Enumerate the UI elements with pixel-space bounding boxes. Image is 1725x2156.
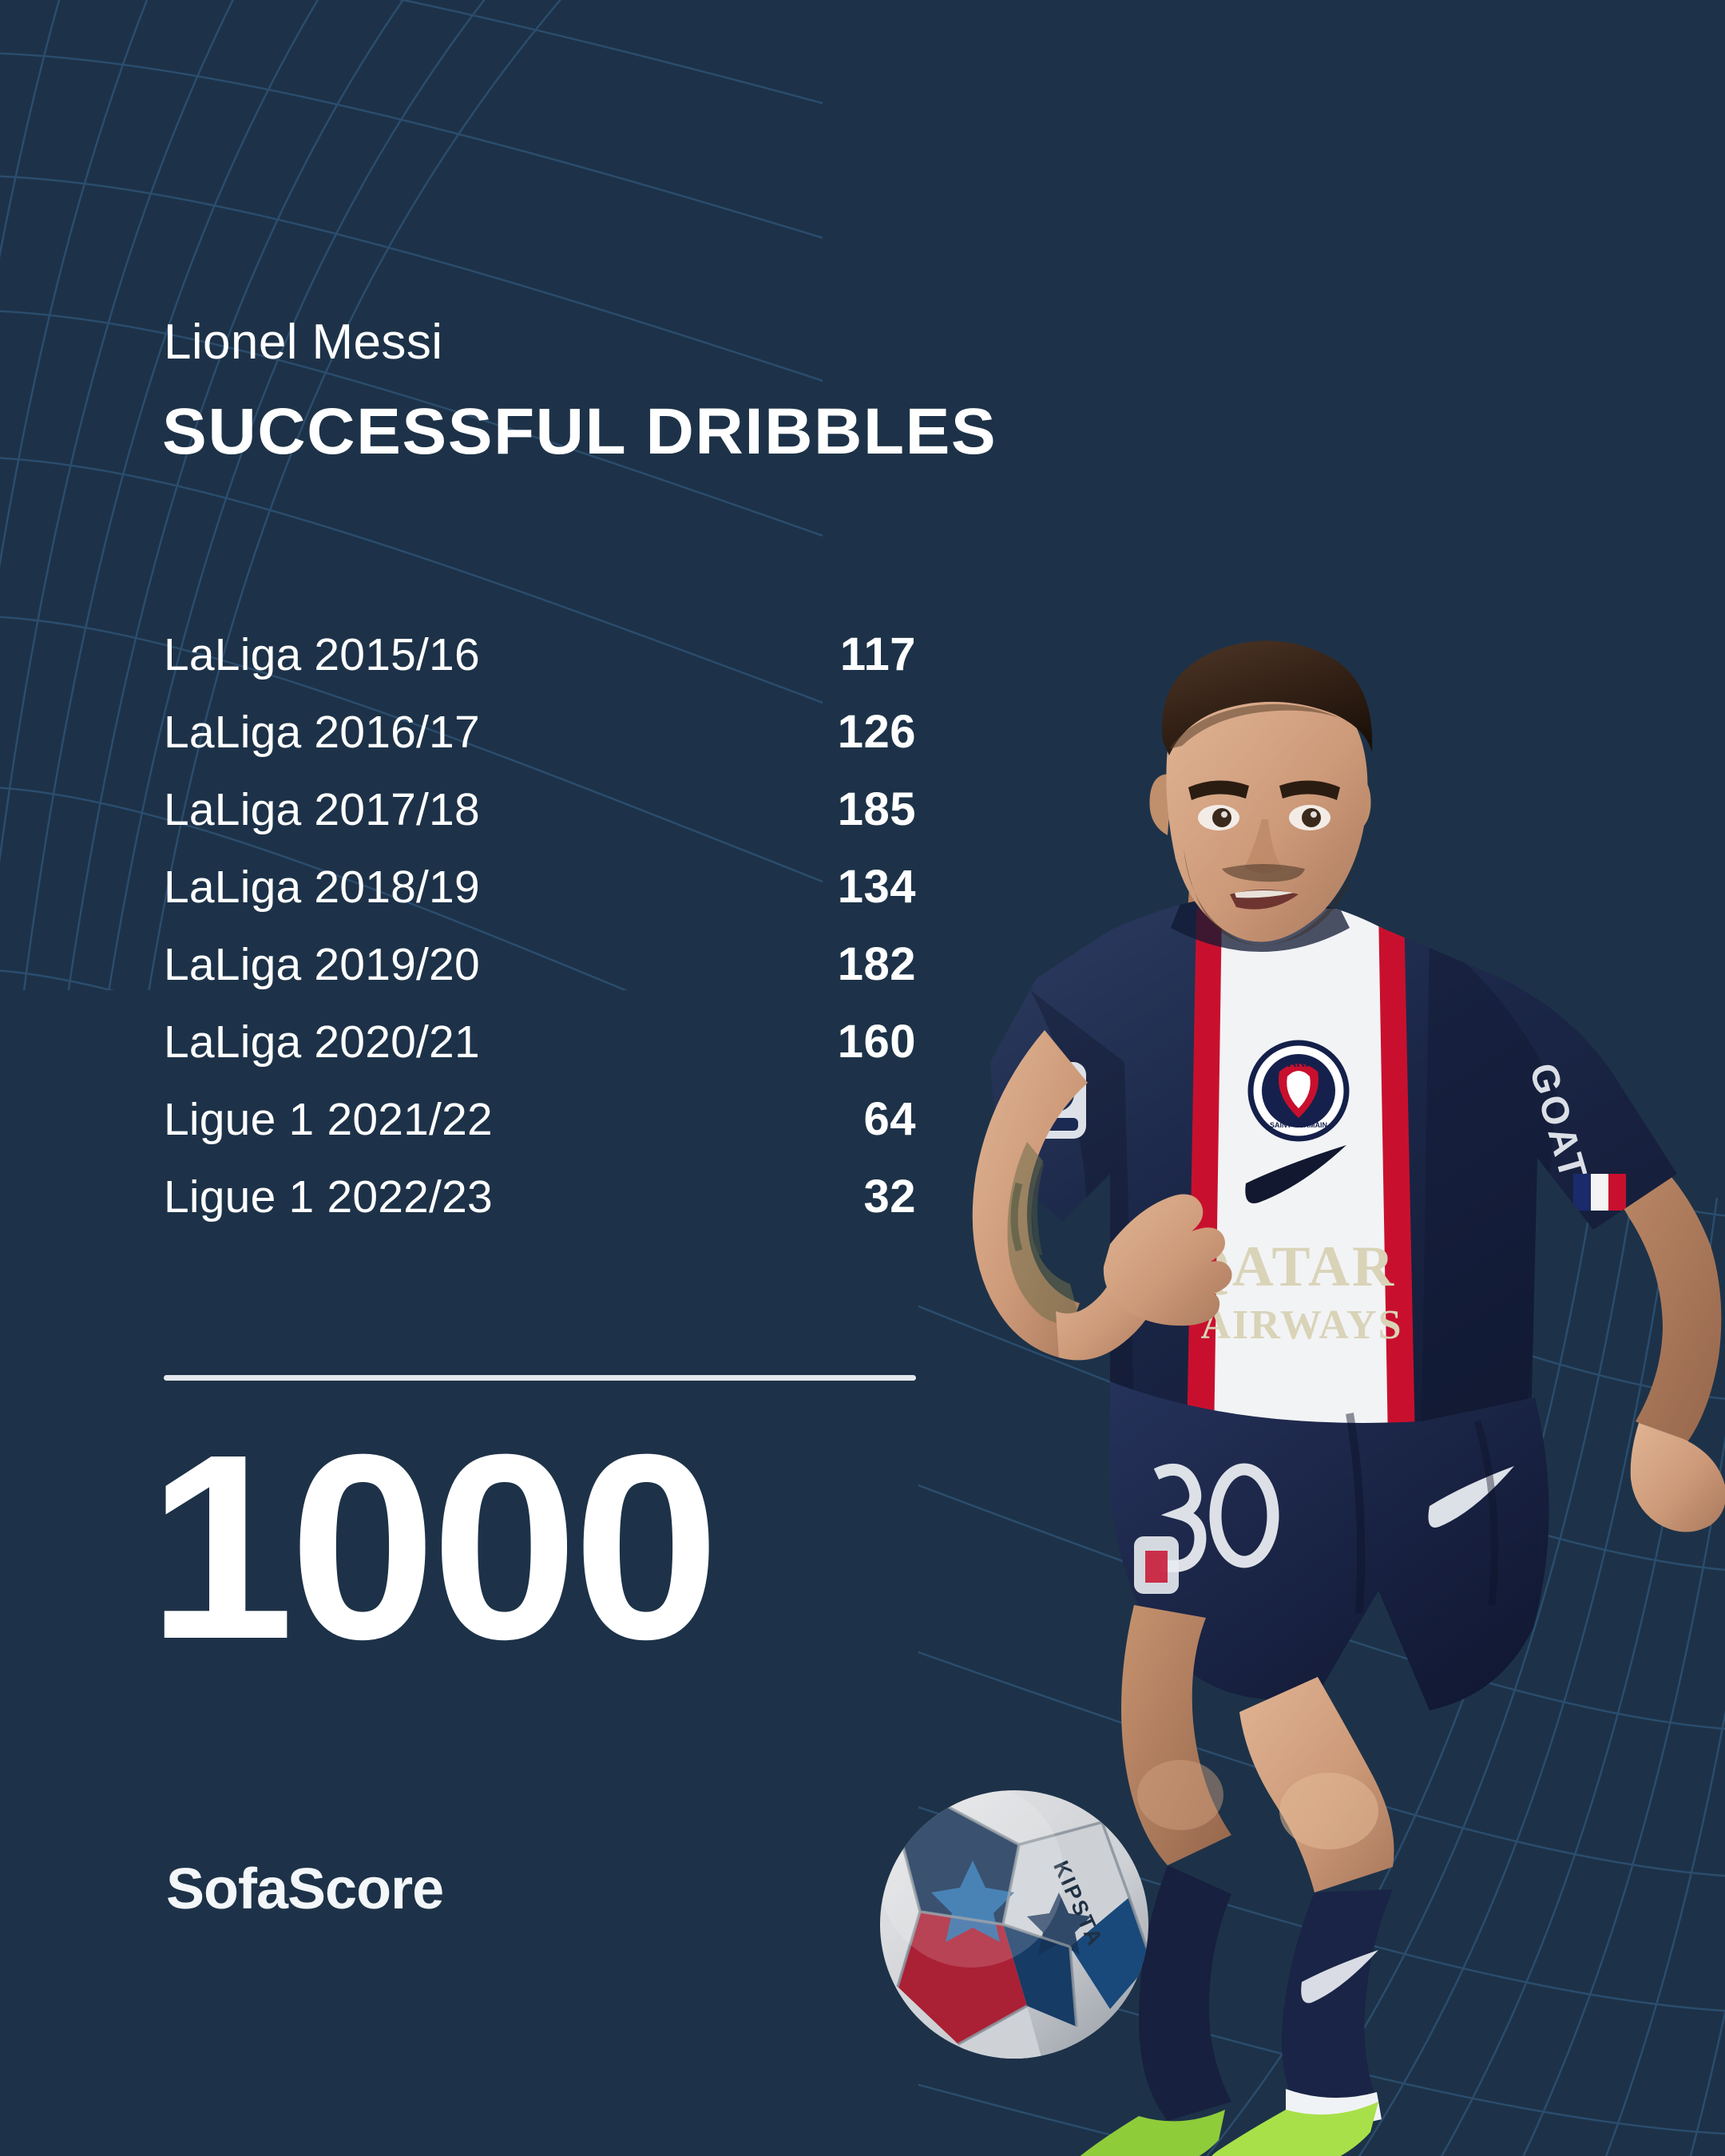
total-value: 1000 (148, 1399, 720, 1694)
list-item: Ligue 1 2021/22 64 (164, 1092, 916, 1170)
list-item: LaLiga 2018/19 134 (164, 860, 916, 937)
list-item: LaLiga 2016/17 126 (164, 705, 916, 783)
stat-row-value: 117 (839, 628, 916, 680)
stat-row-label: LaLiga 2016/17 (164, 707, 480, 758)
total-divider (164, 1375, 916, 1381)
stat-row-value: 32 (863, 1171, 916, 1223)
stat-row-value: 64 (863, 1093, 916, 1145)
stat-row-value: 182 (837, 938, 916, 990)
stat-row-label: LaLiga 2015/16 (164, 629, 480, 680)
stat-row-value: 160 (837, 1016, 916, 1068)
stat-row-label: LaLiga 2018/19 (164, 862, 480, 913)
player-name-subtitle: Lionel Messi (164, 315, 443, 370)
stat-row-label: Ligue 1 2022/23 (164, 1171, 493, 1223)
list-item: LaLiga 2015/16 117 (164, 628, 916, 705)
sofascore-logo: SofaScore (166, 1857, 444, 1921)
stat-row-label: LaLiga 2019/20 (164, 939, 480, 990)
page-title: SUCCESSFUL DRIBBLES (162, 395, 997, 468)
stats-list: LaLiga 2015/16 117 LaLiga 2016/17 126 La… (164, 628, 916, 1247)
player-photo: PARIS SAINT-GERMAIN QATAR AIRWAYS GOAT (880, 640, 1725, 2156)
svg-text:PARIS: PARIS (1281, 1056, 1317, 1070)
list-item: Ligue 1 2022/23 32 (164, 1170, 916, 1247)
svg-text:SAINT-GERMAIN: SAINT-GERMAIN (1270, 1121, 1327, 1129)
list-item: LaLiga 2017/18 185 (164, 783, 916, 860)
stat-row-value: 185 (837, 783, 916, 835)
stat-row-label: Ligue 1 2021/22 (164, 1094, 493, 1145)
stat-row-value: 134 (837, 861, 916, 913)
stat-row-label: LaLiga 2020/21 (164, 1017, 480, 1068)
stat-row-value: 126 (837, 706, 916, 758)
stat-row-label: LaLiga 2017/18 (164, 784, 480, 835)
svg-text:AIRWAYS: AIRWAYS (1200, 1302, 1402, 1348)
list-item: LaLiga 2019/20 182 (164, 937, 916, 1015)
list-item: LaLiga 2020/21 160 (164, 1015, 916, 1092)
